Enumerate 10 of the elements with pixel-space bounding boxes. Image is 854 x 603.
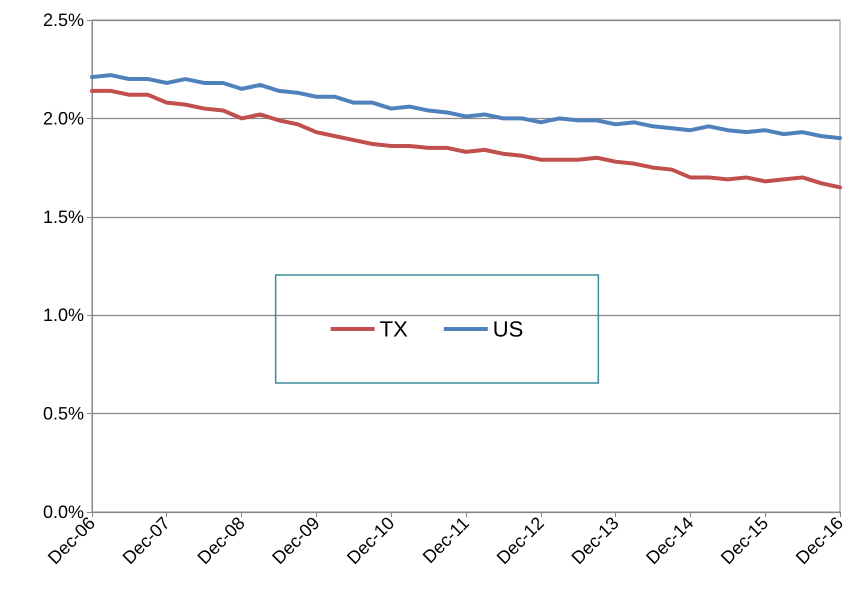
- legend-label: US: [492, 316, 524, 342]
- y-tick-label: 0.5%: [42, 404, 84, 424]
- y-tick-label: 2.0%: [42, 108, 84, 128]
- y-tick-label: 2.5%: [42, 10, 84, 30]
- y-tick-label: 1.0%: [42, 305, 84, 326]
- y-tick-label: 1.5%: [42, 206, 84, 227]
- line-series: [90, 73, 842, 140]
- line-series: [90, 88, 842, 190]
- y-tick-label: 0.0%: [42, 502, 84, 522]
- legend-label: TX: [380, 316, 408, 342]
